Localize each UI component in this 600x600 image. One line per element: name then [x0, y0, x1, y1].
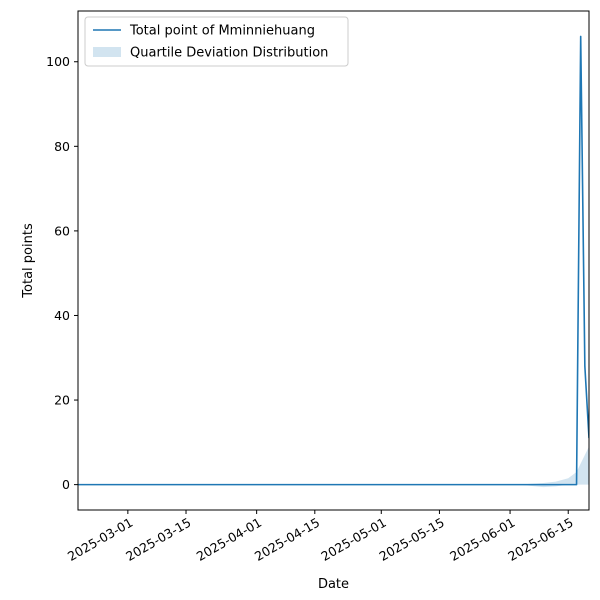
y-tick-label: 80 — [54, 139, 70, 154]
y-tick-label: 40 — [54, 308, 70, 323]
legend-swatch-band — [93, 47, 121, 57]
y-tick-label: 60 — [54, 223, 70, 238]
plot-area — [78, 35, 589, 488]
legend: Total point of Mminniehuang Quartile Devi… — [84, 16, 349, 67]
y-tick-label: 20 — [54, 393, 70, 408]
legend-label: Total point of Mminniehuang — [129, 24, 315, 39]
y-tick-label: 0 — [62, 477, 70, 492]
y-axis-label: Total points — [21, 223, 36, 299]
legend-label: Quartile Deviation Distribution — [130, 46, 328, 61]
y-tick-label: 100 — [46, 54, 70, 69]
axes-frame — [77, 10, 590, 511]
x-axis-label: Date — [318, 577, 349, 592]
legend-box — [84, 16, 349, 67]
series-line-total-points — [78, 35, 589, 486]
